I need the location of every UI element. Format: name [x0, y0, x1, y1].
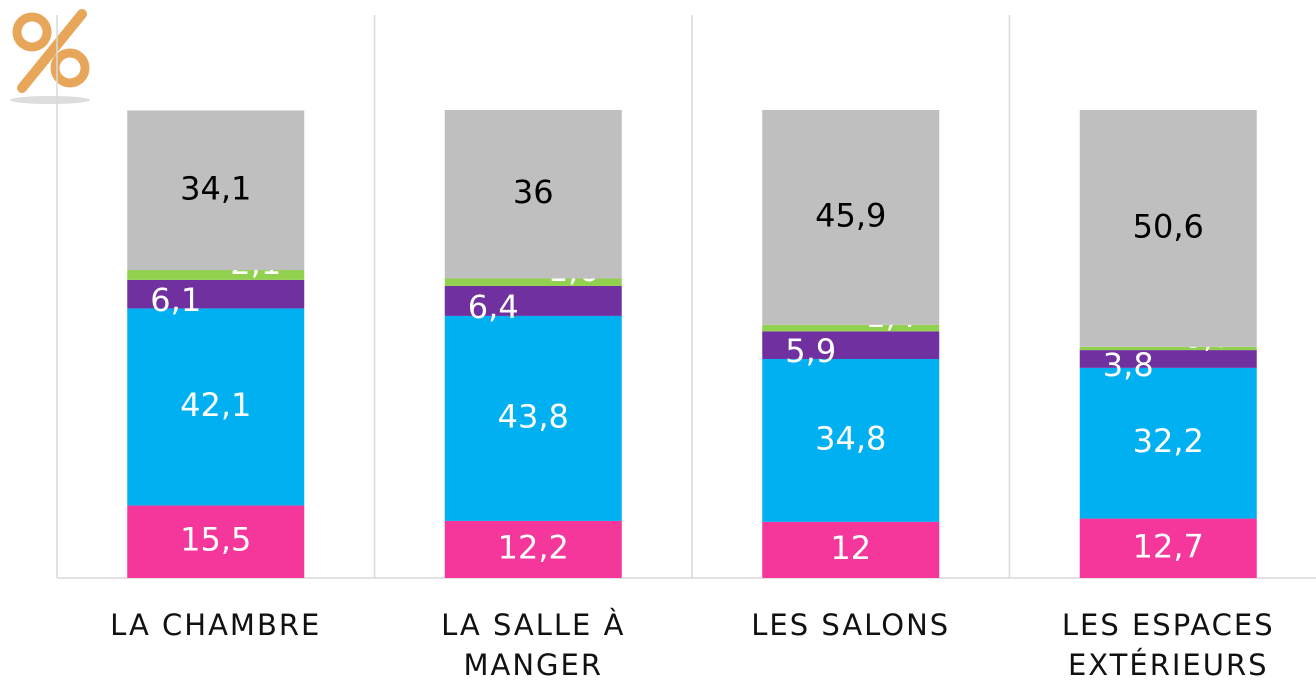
bar-segment	[444, 278, 622, 286]
data-label: 6,1	[150, 281, 201, 319]
data-label: 42,1	[180, 386, 251, 424]
bar-segment	[1079, 518, 1257, 578]
bar-segment	[762, 110, 940, 325]
data-label: 15,5	[180, 521, 251, 559]
data-label: 34,8	[815, 419, 886, 457]
data-label: 32,2	[1133, 422, 1204, 460]
data-label: 50,6	[1133, 207, 1204, 245]
bar-segment	[444, 520, 622, 578]
data-label: 12	[830, 529, 871, 567]
bar-segment	[127, 279, 305, 309]
x-tick-label: LA SALLE À MANGER	[441, 608, 626, 682]
percent-icon	[10, 9, 90, 104]
data-label: 3,8	[1103, 346, 1154, 384]
bar-segment	[1079, 350, 1257, 368]
data-label: 43,8	[498, 397, 569, 435]
bar-segment	[762, 331, 940, 359]
data-label: 12,7	[1133, 527, 1204, 565]
data-label: 34,1	[180, 169, 251, 207]
bar-segment	[127, 505, 305, 578]
data-label: 45,9	[815, 196, 886, 234]
bar-segment	[127, 308, 305, 506]
x-tick-label: LA CHAMBRE	[110, 608, 322, 642]
bar-segment	[762, 324, 940, 332]
bar-segment	[444, 110, 622, 279]
bar-segment	[1079, 367, 1257, 519]
data-label: 36	[513, 173, 554, 211]
data-label: 5,9	[785, 332, 836, 370]
x-tick-label: LES SALONS	[751, 608, 951, 642]
bar-segment	[762, 521, 940, 578]
bar-segment	[127, 270, 305, 280]
data-label: 6,4	[468, 288, 519, 326]
bar-segment	[1079, 346, 1257, 351]
bar-segment	[762, 358, 940, 522]
data-label: 12,2	[498, 528, 569, 566]
bar-segment	[444, 285, 622, 316]
bar-segment	[444, 315, 622, 521]
x-tick-label: LES ESPACES EXTÉRIEURS	[1061, 608, 1275, 682]
bar-segment	[1079, 110, 1257, 347]
bar-segment	[127, 110, 305, 271]
